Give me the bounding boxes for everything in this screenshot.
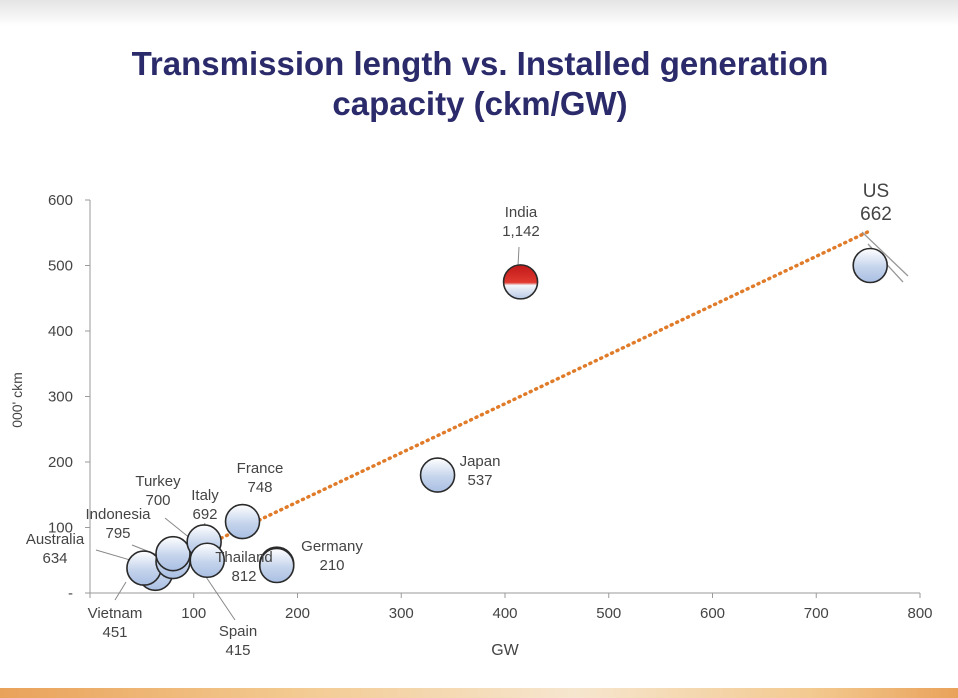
point-value-turkey: 700 bbox=[145, 492, 170, 509]
point-value-france: 748 bbox=[247, 479, 272, 496]
bubble-india bbox=[502, 264, 539, 300]
x-tick-label: 300 bbox=[389, 605, 414, 622]
point-name-japan: Japan bbox=[460, 453, 501, 470]
point-name-thailand: Thailand bbox=[215, 549, 273, 566]
x-tick-label: 100 bbox=[181, 605, 206, 622]
y-tick-label: 600 bbox=[48, 192, 73, 209]
point-name-indonesia: Indonesia bbox=[85, 506, 151, 523]
point-name-vietnam: Vietnam bbox=[88, 605, 143, 622]
x-tick-label: 600 bbox=[700, 605, 725, 622]
point-value-japan: 537 bbox=[467, 472, 492, 489]
y-tick-label: 200 bbox=[48, 454, 73, 471]
point-label-italy: Italy 692 bbox=[191, 487, 219, 523]
point-label-indonesia: Indonesia 795 bbox=[85, 506, 151, 542]
y-axis-label: 000' ckm bbox=[9, 372, 25, 428]
point-value-spain: 415 bbox=[225, 642, 250, 659]
point-labels: Vietnam 451 Australia 634 Indonesia 795 Turkey… bbox=[26, 181, 892, 659]
point-value-germany: 210 bbox=[319, 557, 344, 574]
chart-title: Transmission length vs. Installed genera… bbox=[60, 44, 900, 124]
leader-line-vietnam bbox=[114, 581, 127, 601]
point-value-vietnam: 451 bbox=[102, 624, 127, 641]
point-name-spain: Spain bbox=[219, 623, 257, 640]
point-label-spain: Spain 415 bbox=[219, 623, 257, 659]
trendline bbox=[138, 229, 872, 579]
point-value-australia: 634 bbox=[42, 550, 67, 567]
point-label-japan: Japan 537 bbox=[460, 453, 501, 489]
axes: 100 200 300 400 500 600 700 800 - 100 200 300 400 50… bbox=[9, 192, 933, 659]
x-tick-group: 100 200 300 400 500 600 700 800 bbox=[89, 593, 933, 622]
point-name-us: US bbox=[863, 181, 889, 202]
leader-line-india bbox=[517, 246, 520, 267]
y-tick-label: - bbox=[68, 585, 73, 602]
bubble-france bbox=[224, 503, 261, 540]
x-axis-label: GW bbox=[491, 642, 519, 659]
x-tick-label: 700 bbox=[804, 605, 829, 622]
x-tick-label: 400 bbox=[492, 605, 517, 622]
point-name-australia: Australia bbox=[26, 531, 85, 548]
point-name-germany: Germany bbox=[301, 538, 363, 555]
point-value-india: 1,142 bbox=[502, 223, 540, 240]
data-points bbox=[126, 247, 889, 592]
bubble-japan bbox=[419, 457, 456, 493]
point-label-germany: Germany 210 bbox=[301, 538, 363, 574]
y-tick-label: 100 bbox=[48, 520, 73, 537]
point-name-france: France bbox=[237, 460, 284, 477]
point-label-thailand: Thailand 812 bbox=[215, 549, 273, 585]
point-value-thailand: 812 bbox=[231, 568, 256, 585]
x-tick-label: 800 bbox=[907, 605, 932, 622]
point-label-vietnam: Vietnam 451 bbox=[88, 605, 143, 641]
point-name-italy: Italy bbox=[191, 487, 219, 504]
bottom-accent-band bbox=[0, 688, 958, 698]
point-label-turkey: Turkey 700 bbox=[135, 473, 181, 509]
chart-title-line1: Transmission length vs. Installed genera… bbox=[131, 45, 829, 82]
point-value-italy: 692 bbox=[192, 506, 217, 523]
chart-title-line2: capacity (ckm/GW) bbox=[332, 85, 628, 122]
y-tick-label: 400 bbox=[48, 323, 73, 340]
bubble-us bbox=[852, 247, 889, 284]
point-label-india: India 1,142 bbox=[502, 204, 540, 240]
point-name-turkey: Turkey bbox=[135, 473, 181, 490]
y-tick-group: - 100 200 300 400 500 600 bbox=[48, 192, 90, 602]
bubble-germany bbox=[258, 547, 295, 584]
bubble-turkey bbox=[155, 535, 191, 572]
y-tick-label: 500 bbox=[48, 258, 73, 275]
top-shadow-band bbox=[0, 0, 958, 26]
point-label-us: US 662 bbox=[860, 181, 892, 225]
leader-line-us bbox=[861, 231, 909, 277]
bubble-spain bbox=[189, 542, 226, 579]
y-tick-label: 300 bbox=[48, 389, 73, 406]
point-label-france: France 748 bbox=[237, 460, 284, 496]
point-value-us: 662 bbox=[860, 204, 892, 225]
x-tick-label: 200 bbox=[285, 605, 310, 622]
point-value-indonesia: 795 bbox=[105, 525, 130, 542]
leader-line-australia bbox=[95, 549, 131, 561]
x-tick-label: 500 bbox=[596, 605, 621, 622]
point-label-australia: Australia 634 bbox=[26, 531, 85, 567]
point-name-india: India bbox=[505, 204, 538, 221]
